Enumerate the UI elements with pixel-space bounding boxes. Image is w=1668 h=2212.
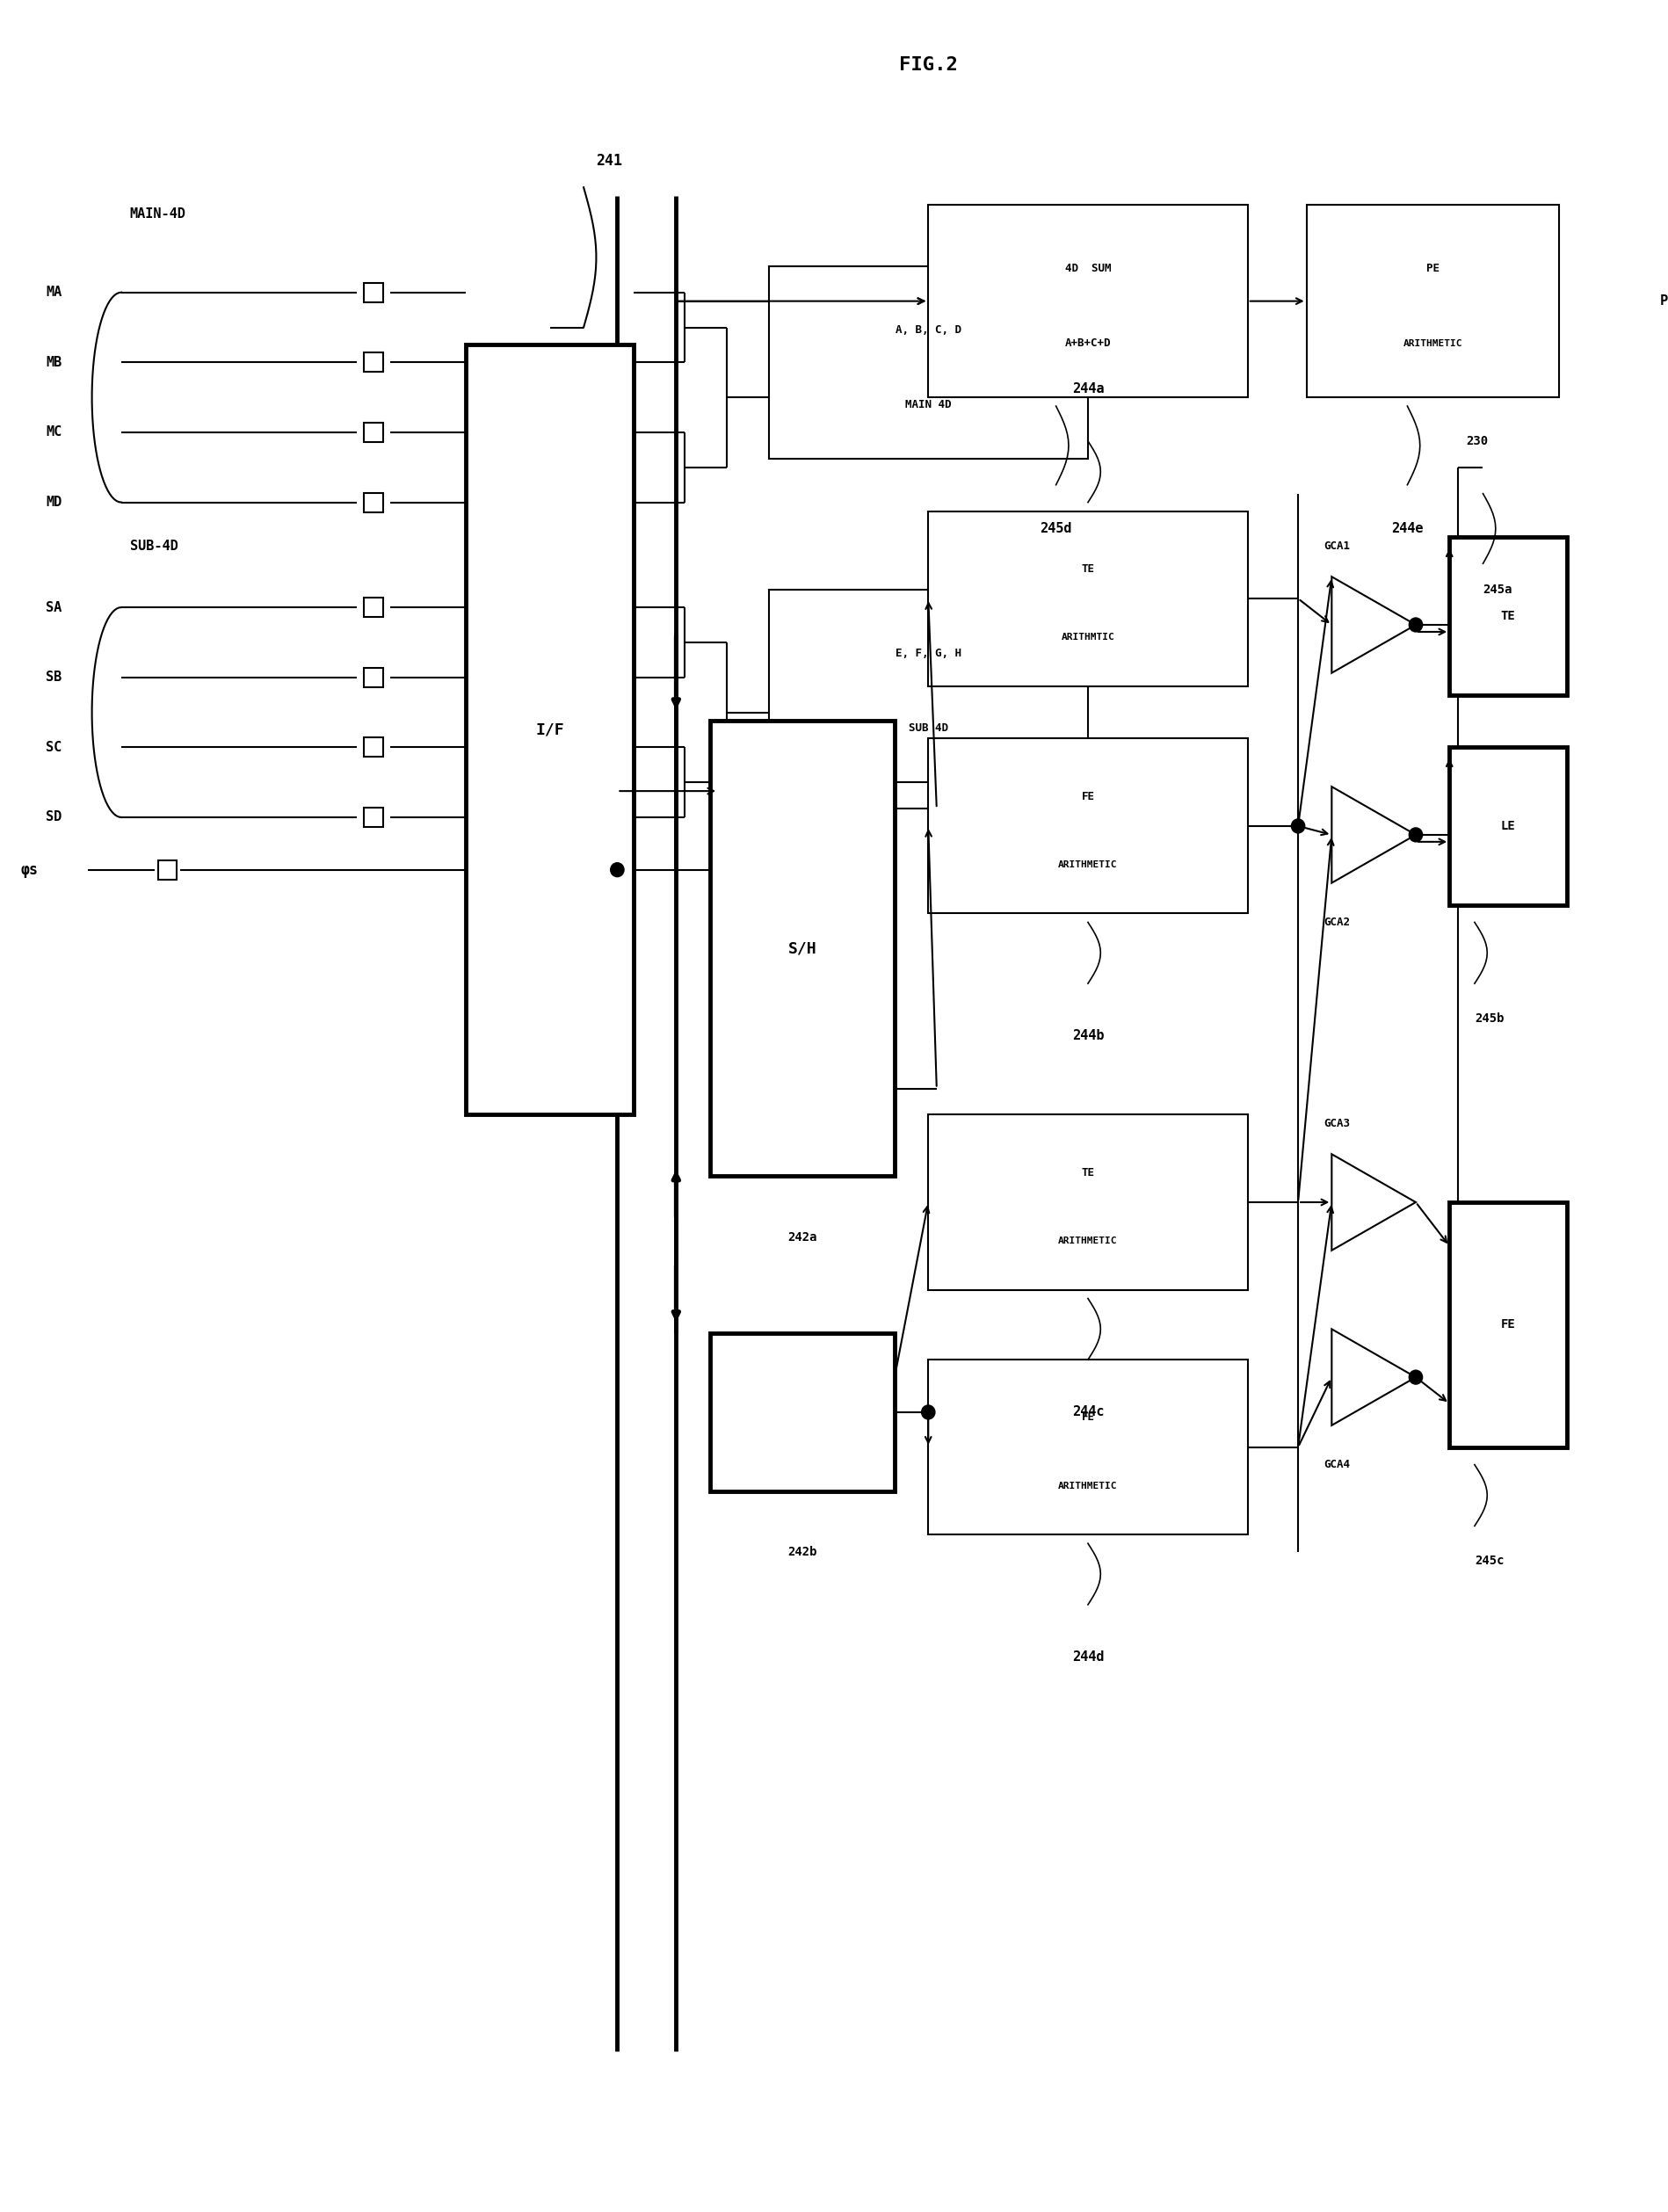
Text: FE: FE (1081, 790, 1094, 803)
Text: MD: MD (45, 495, 62, 509)
Text: 242b: 242b (787, 1546, 817, 1557)
Text: ARITHMTIC: ARITHMTIC (1061, 633, 1114, 641)
Text: MA: MA (45, 285, 62, 299)
Text: 245c: 245c (1475, 1555, 1505, 1566)
Bar (1449, 748, 1566, 905)
Text: GCA1: GCA1 (1323, 540, 1349, 551)
Text: 244c: 244c (1073, 1405, 1104, 1418)
Circle shape (1291, 818, 1304, 834)
Text: 245a: 245a (1483, 584, 1513, 595)
Text: TE: TE (1081, 1166, 1094, 1179)
Text: SD: SD (45, 812, 62, 823)
Bar (709, 721, 894, 1177)
Bar (709, 1334, 894, 1491)
Bar (158, 860, 177, 880)
Text: A+B+C+D: A+B+C+D (1064, 338, 1111, 349)
Text: 244d: 244d (1073, 1650, 1104, 1663)
Text: S/H: S/H (787, 940, 817, 956)
Text: SB: SB (45, 670, 62, 684)
Circle shape (1409, 617, 1423, 633)
Text: 244a: 244a (1073, 383, 1104, 396)
Polygon shape (1331, 1329, 1416, 1425)
Text: ARITHMETIC: ARITHMETIC (1058, 1237, 1118, 1245)
Text: PE: PE (1660, 294, 1668, 307)
Bar (1449, 1203, 1566, 1447)
Text: SC: SC (45, 741, 62, 754)
Text: MAIN-4D: MAIN-4D (130, 208, 185, 221)
Bar (769, 591, 1088, 783)
Text: GCA4: GCA4 (1323, 1460, 1349, 1471)
Text: PE: PE (1426, 263, 1439, 274)
Text: MB: MB (45, 356, 62, 369)
Text: I/F: I/F (535, 721, 564, 739)
Bar (1306, 206, 1558, 398)
Polygon shape (1331, 1155, 1416, 1250)
Text: SUB-4D: SUB-4D (130, 540, 178, 553)
Text: 242a: 242a (787, 1232, 817, 1243)
Bar (929, 511, 1248, 686)
Bar (364, 668, 382, 688)
Text: SA: SA (45, 602, 62, 615)
Bar (929, 206, 1248, 398)
Bar (929, 1115, 1248, 1290)
Bar (364, 352, 382, 372)
Text: 244e: 244e (1391, 522, 1423, 535)
Text: 245d: 245d (1039, 522, 1073, 535)
Text: ARITHMETIC: ARITHMETIC (1403, 338, 1463, 347)
Text: 230: 230 (1466, 436, 1488, 447)
Text: A, B, C, D: A, B, C, D (896, 323, 961, 336)
Bar (364, 737, 382, 757)
Polygon shape (1331, 577, 1416, 672)
Text: SUB 4D: SUB 4D (909, 723, 947, 734)
Text: 4D  SUM: 4D SUM (1064, 263, 1111, 274)
Bar (1449, 538, 1566, 695)
Bar (929, 739, 1248, 914)
Text: GCA2: GCA2 (1323, 916, 1349, 929)
Text: FE: FE (1081, 1411, 1094, 1422)
Text: 244b: 244b (1073, 1029, 1104, 1042)
Bar (364, 283, 382, 303)
Bar (465, 345, 634, 1115)
Text: MC: MC (45, 425, 62, 438)
Text: TE: TE (1081, 564, 1094, 575)
Text: TE: TE (1501, 611, 1516, 622)
Circle shape (610, 863, 624, 876)
Text: ARITHMETIC: ARITHMETIC (1058, 1482, 1118, 1491)
Polygon shape (1331, 787, 1416, 883)
Circle shape (1409, 827, 1423, 843)
Text: LE: LE (1501, 821, 1516, 832)
Bar (364, 422, 382, 442)
Text: FE: FE (1501, 1318, 1516, 1332)
Circle shape (1409, 1369, 1423, 1385)
Text: MAIN 4D: MAIN 4D (906, 398, 951, 411)
Circle shape (921, 1405, 936, 1420)
Text: 245b: 245b (1475, 1013, 1505, 1024)
Text: φs: φs (20, 863, 38, 878)
Bar (364, 493, 382, 511)
Bar (929, 1360, 1248, 1535)
Text: 241: 241 (595, 153, 622, 168)
Text: FIG.2: FIG.2 (899, 55, 957, 73)
Text: E, F, G, H: E, F, G, H (896, 648, 961, 659)
Bar (364, 597, 382, 617)
Text: GCA3: GCA3 (1323, 1117, 1349, 1128)
Bar (364, 807, 382, 827)
Bar (769, 265, 1088, 458)
Text: ARITHMETIC: ARITHMETIC (1058, 860, 1118, 869)
